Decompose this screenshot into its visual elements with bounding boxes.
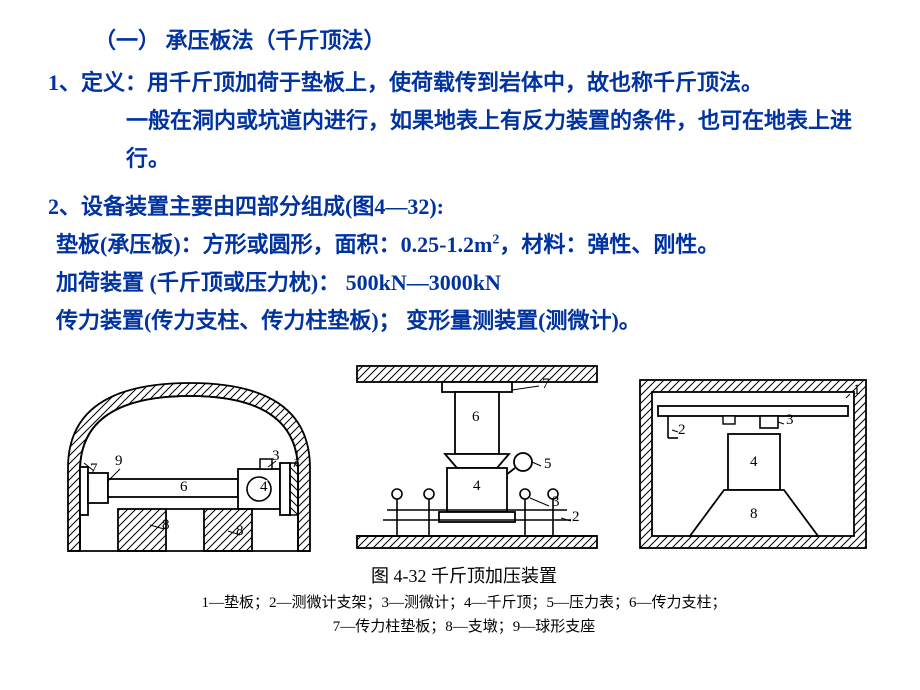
paragraph-1b: 一般在洞内或坑道内进行，如果地表上有反力装置的条件，也可在地表上进行。 bbox=[48, 102, 880, 178]
bullet-3: 传力装置(传力支柱、传力柱垫板)； 变形量测装置(测微计)。 bbox=[48, 302, 880, 340]
figure-legend-2: 7—传力柱垫板；8—支墩；9—球形支座 bbox=[48, 615, 880, 639]
paragraph-2: 2、设备装置主要由四部分组成(图4—32): bbox=[48, 188, 880, 226]
figure-panel-3: 1 2 3 4 8 bbox=[628, 368, 878, 553]
svg-text:9: 9 bbox=[115, 453, 123, 469]
figure-panel-2: 7 6 5 4 3 2 bbox=[347, 358, 607, 553]
bullet1-d: ，材料：弹性、刚性。 bbox=[499, 232, 719, 257]
svg-text:4: 4 bbox=[260, 479, 268, 495]
bullet-1: 垫板(承压板)：方形或圆形，面积：0.25-1.2m2，材料：弹性、刚性。 bbox=[48, 226, 880, 264]
svg-text:5: 5 bbox=[544, 456, 552, 472]
svg-text:1: 1 bbox=[293, 448, 301, 464]
svg-text:2: 2 bbox=[572, 509, 580, 525]
svg-text:2: 2 bbox=[678, 422, 686, 438]
svg-text:4: 4 bbox=[750, 454, 758, 470]
svg-text:6: 6 bbox=[180, 479, 188, 495]
paragraph-1: 1、定义：用千斤顶加荷于垫板上，使荷载传到岩体中，故也称千斤顶法。 bbox=[48, 64, 880, 102]
svg-text:7: 7 bbox=[542, 376, 550, 392]
figure-legend-1: 1—垫板；2—测微计支架；3—测微计；4—千斤顶；5—压力表；6—传力支柱； bbox=[48, 591, 880, 615]
svg-text:4: 4 bbox=[473, 478, 481, 494]
svg-text:8: 8 bbox=[750, 506, 758, 522]
para1-label: 1、定义： bbox=[48, 70, 147, 95]
bullet-2: 加荷装置 (千斤顶或压力枕)： 500kN—3000kN bbox=[48, 264, 880, 302]
svg-text:3: 3 bbox=[552, 494, 560, 510]
bullet1-a: 垫板(承压板)： bbox=[56, 232, 203, 257]
figure-4-32: 7 9 6 8 8 4 4 3 1 bbox=[48, 358, 880, 639]
svg-text:8: 8 bbox=[236, 523, 244, 539]
section-heading: （一） 承压板法（千斤顶法） bbox=[48, 22, 880, 60]
svg-text:7: 7 bbox=[90, 461, 98, 477]
bullet1-b: 方形或圆形，面积：0.25-1.2m bbox=[203, 232, 493, 257]
svg-text:3: 3 bbox=[786, 412, 794, 428]
para1-rest: 用千斤顶加荷于垫板上，使荷载传到岩体中，故也称千斤顶法。 bbox=[147, 70, 763, 95]
svg-text:3: 3 bbox=[272, 448, 280, 464]
figure-caption: 图 4-32 千斤顶加压装置 bbox=[48, 561, 880, 591]
svg-text:8: 8 bbox=[162, 517, 170, 533]
figure-panel-1: 7 9 6 8 8 4 4 3 1 bbox=[50, 363, 325, 553]
svg-text:1: 1 bbox=[853, 382, 861, 398]
svg-text:6: 6 bbox=[472, 409, 480, 425]
